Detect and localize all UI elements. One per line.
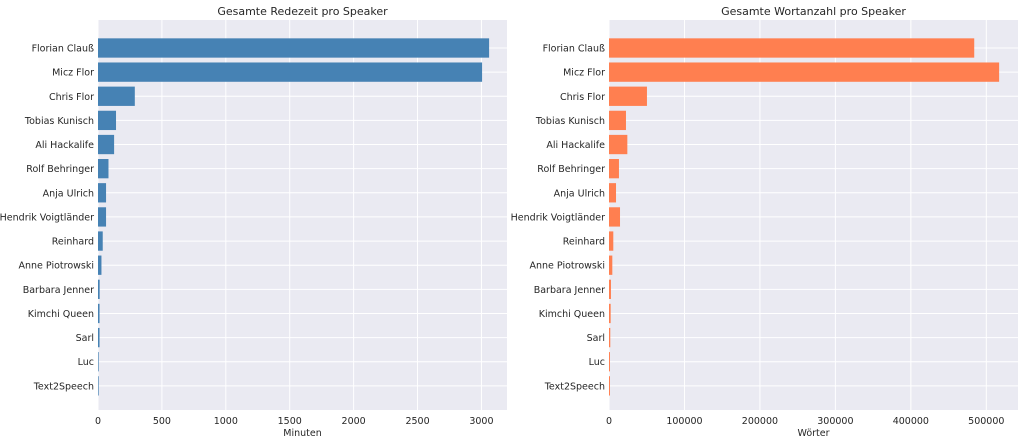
y-tick-label: Tobias Kunisch: [535, 116, 605, 127]
y-tick-label: Hendrik Voigtländer: [0, 212, 94, 223]
y-tick-label: Anne Piotrowski: [19, 261, 94, 272]
bar-anja-ulrich: [98, 183, 107, 203]
y-tick-label: Kimchi Queen: [539, 309, 605, 320]
y-tick-label: Anja Ulrich: [554, 188, 605, 199]
bar-tobias-kunisch: [98, 110, 117, 131]
y-tick-label: Luc: [78, 357, 94, 368]
y-tick-label: Rolf Behringer: [26, 164, 94, 175]
x-tick-label: 1500: [278, 416, 302, 427]
bar-anne-piotrowski: [98, 255, 102, 275]
y-tick-label: Barbara Jenner: [23, 285, 94, 296]
y-tick-label: Anne Piotrowski: [530, 261, 605, 272]
y-tick-label: Text2Speech: [544, 381, 605, 392]
y-tick-label: Luc: [589, 357, 605, 368]
bar-rolf-behringer: [609, 159, 619, 179]
bar-hendrik-voigtl-nder: [609, 207, 621, 227]
x-tick-label: 100000: [666, 416, 702, 427]
bar-ali-hackalife: [98, 134, 115, 155]
y-tick-label: Ali Hackalife: [35, 140, 94, 151]
bar-chris-flor: [98, 86, 135, 106]
y-tick-label: Sarl: [76, 333, 94, 344]
plot-area: [609, 20, 1018, 410]
bar-reinhard: [609, 231, 614, 251]
y-tick-label: Hendrik Voigtländer: [511, 212, 605, 223]
bar-reinhard: [98, 231, 103, 251]
y-tick-label: Rolf Behringer: [537, 164, 605, 175]
y-tick-label: Anja Ulrich: [43, 188, 94, 199]
bar-barbara-jenner: [609, 279, 611, 299]
y-tick-label: Barbara Jenner: [534, 285, 605, 296]
y-tick-label: Kimchi Queen: [28, 309, 94, 320]
bar-barbara-jenner: [98, 279, 100, 299]
y-tick-label: Reinhard: [52, 237, 94, 248]
y-tick-label: Florian Clauß: [32, 43, 94, 54]
chart-title: Gesamte Wortanzahl pro Speaker: [721, 5, 906, 18]
x-tick-label: 3000: [469, 416, 493, 427]
y-tick-label: Text2Speech: [33, 381, 94, 392]
bar-florian-clau-: [98, 38, 490, 58]
x-tick-label: 1000: [214, 416, 238, 427]
x-tick-label: 0: [606, 416, 612, 427]
plot-area: [98, 20, 507, 410]
bar-anja-ulrich: [609, 183, 617, 203]
bar-kimchi-queen: [98, 303, 100, 324]
bar-rolf-behringer: [98, 159, 109, 179]
bar-florian-clau-: [609, 38, 975, 58]
y-tick-label: Micz Flor: [563, 68, 605, 79]
y-tick-label: Chris Flor: [560, 92, 605, 103]
chart-title: Gesamte Redezeit pro Speaker: [217, 5, 388, 18]
x-tick-label: 0: [95, 416, 101, 427]
bar-text2speech: [98, 376, 99, 396]
bar-micz-flor: [609, 62, 1000, 82]
bar-chris-flor: [609, 86, 647, 106]
y-tick-label: Florian Clauß: [543, 43, 605, 54]
chart-panel-1: 0 500 1000 1500 2000 2500 3000 Florian Clauß Mic…: [0, 5, 507, 439]
x-tick-label: 300000: [817, 416, 853, 427]
x-tick-label: 400000: [893, 416, 929, 427]
bar-luc: [609, 352, 610, 372]
y-tick-label: Reinhard: [563, 237, 605, 248]
bar-micz-flor: [98, 62, 483, 82]
y-tick-label: Chris Flor: [49, 92, 94, 103]
x-tick-label: 500: [153, 416, 171, 427]
x-axis-label: Wörter: [797, 428, 829, 439]
x-tick-label: 2500: [405, 416, 429, 427]
bar-anne-piotrowski: [609, 255, 613, 275]
bar-tobias-kunisch: [609, 110, 626, 131]
bar-text2speech: [609, 376, 610, 396]
bar-sarl: [609, 327, 611, 348]
x-tick-label: 500000: [968, 416, 1004, 427]
y-tick-label: Ali Hackalife: [546, 140, 605, 151]
x-tick-label: 2000: [342, 416, 366, 427]
x-tick-label: 200000: [742, 416, 778, 427]
bar-hendrik-voigtl-nder: [98, 207, 107, 227]
y-tick-label: Micz Flor: [52, 68, 94, 79]
y-tick-label: Sarl: [587, 333, 605, 344]
x-axis-label: Minuten: [283, 428, 321, 439]
bar-kimchi-queen: [609, 303, 611, 324]
bar-ali-hackalife: [609, 134, 628, 155]
bar-sarl: [98, 327, 100, 348]
bar-luc: [98, 352, 99, 372]
chart-panel-2: 0 100000 200000 300000 400000 500000 Florian C…: [511, 5, 1018, 439]
y-tick-label: Tobias Kunisch: [24, 116, 94, 127]
